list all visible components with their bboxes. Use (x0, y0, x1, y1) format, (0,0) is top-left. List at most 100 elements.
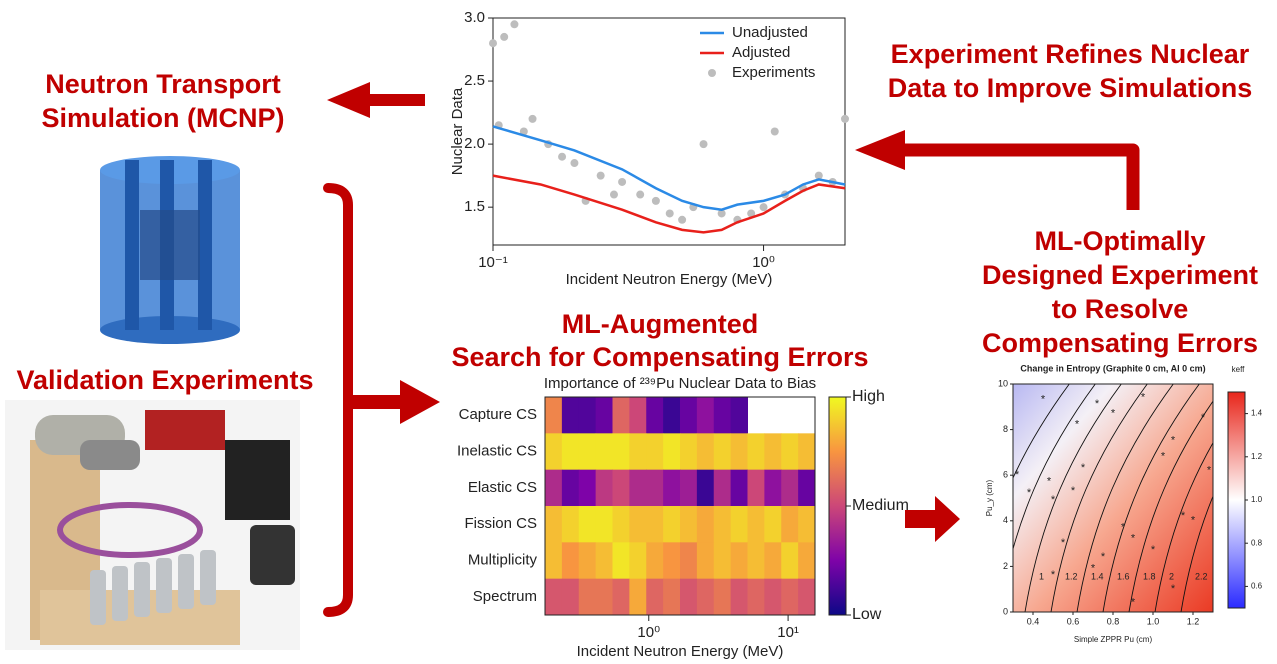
arrow-head (855, 130, 905, 170)
data-point (678, 216, 686, 224)
heatmap-cell (781, 433, 798, 470)
data-point (841, 115, 849, 123)
x-tick-label: 10⁰ (752, 254, 775, 271)
heatmap-cell (781, 470, 798, 507)
data-point: * (1061, 537, 1066, 549)
y-tick-label: 0 (1003, 606, 1008, 616)
contour-label: 2.2 (1195, 571, 1208, 581)
heatmap-cell (545, 433, 562, 470)
row-label: Fission CS (464, 515, 537, 532)
contour-label: 1.6 (1117, 571, 1130, 581)
heatmap-cell (748, 542, 765, 579)
heatmap-cell (680, 470, 697, 507)
y-tick-label: 1.5 (464, 198, 485, 215)
contour-label: 1.8 (1143, 571, 1156, 581)
caption: Simulation (MCNP) (42, 103, 285, 133)
heatmap-cell (697, 397, 714, 434)
caption: Designed Experiment (982, 260, 1258, 290)
heatmap-cell (562, 506, 579, 543)
heatmap-cell (613, 542, 630, 579)
x-tick-label: 0.8 (1107, 616, 1120, 626)
heatmap-cell (562, 579, 579, 616)
heatmap-cell (646, 506, 663, 543)
legend-label: Experiments (732, 64, 815, 81)
colorbar-label: Medium (852, 497, 909, 514)
caption: Validation Experiments (16, 365, 313, 395)
heatmap-cell (781, 579, 798, 616)
heatmap-cell (629, 470, 646, 507)
heatmap-cell (798, 433, 815, 470)
heatmap-cell (680, 506, 697, 543)
figure: Neutron TransportSimulation (MCNP)Valida… (0, 0, 1277, 664)
heatmap-cell (646, 397, 663, 434)
x-tick-label: 10¹ (777, 624, 799, 641)
heatmap-cell (613, 506, 630, 543)
colorbar (829, 397, 846, 615)
caption: Search for Compensating Errors (451, 342, 868, 372)
data-point: * (1131, 533, 1136, 545)
y-tick-label: 4 (1003, 515, 1008, 525)
heatmap-cell (579, 470, 596, 507)
data-point (489, 39, 497, 47)
colorbar-label: 1.4 (1251, 409, 1263, 418)
legend-label: Adjusted (732, 44, 790, 61)
data-point: * (1051, 494, 1056, 506)
caption: Compensating Errors (982, 328, 1258, 358)
colorbar (1228, 392, 1245, 608)
legend-swatch (708, 69, 716, 77)
data-point (666, 209, 674, 217)
x-tick-label: 10⁻¹ (478, 254, 508, 271)
data-point: * (1191, 514, 1196, 526)
heatmap-cell (764, 470, 781, 507)
heatmap-cell (579, 542, 596, 579)
data-point: * (1181, 510, 1186, 522)
data-point (700, 140, 708, 148)
heatmap-cell (545, 397, 562, 434)
row-label: Inelastic CS (457, 442, 537, 459)
heatmap-cell (646, 579, 663, 616)
y-tick-label: 2.5 (464, 72, 485, 89)
row-label: Spectrum (473, 588, 537, 605)
heatmap-cell (748, 579, 765, 616)
heatmap-cell (764, 433, 781, 470)
heatmap-cell (731, 579, 748, 616)
data-point: * (1071, 485, 1076, 497)
heatmap-cell (629, 542, 646, 579)
contour-label: 1 (1039, 571, 1044, 581)
heatmap-cell (562, 542, 579, 579)
colorbar-label: Low (852, 606, 882, 623)
data-point: * (1015, 469, 1020, 481)
heatmap-cell (562, 470, 579, 507)
heatmap-cell (680, 542, 697, 579)
x-tick-label: 0.6 (1067, 616, 1080, 626)
heatmap-cell (731, 506, 748, 543)
arrow-right (350, 380, 440, 424)
row-label: Capture CS (459, 406, 537, 423)
heatmap-cell (545, 579, 562, 616)
caption: ML-Optimally (1034, 226, 1205, 256)
heatmap-cell (697, 470, 714, 507)
data-point: * (1171, 583, 1176, 595)
heatmap-cell (663, 470, 680, 507)
y-tick-label: 10 (998, 378, 1008, 388)
contour-label: 2 (1169, 571, 1174, 581)
data-point: * (1171, 435, 1176, 447)
x-tick-label: 1.0 (1147, 616, 1160, 626)
heatmap-cell (629, 506, 646, 543)
data-point (500, 33, 508, 41)
heatmap-cell (697, 433, 714, 470)
y-tick-label: 3.0 (464, 9, 485, 26)
contour-label: 1.2 (1065, 571, 1078, 581)
data-point: * (1047, 476, 1052, 488)
heatmap-cell (545, 506, 562, 543)
feedback-line (900, 150, 1133, 210)
colorbar-title: keff (1232, 365, 1246, 374)
data-point: * (1095, 398, 1100, 410)
data-point: * (1207, 464, 1212, 476)
x-tick-label: 1.2 (1187, 616, 1200, 626)
heatmap-cell (663, 579, 680, 616)
heatmap-cell (629, 579, 646, 616)
heatmap-cell (680, 579, 697, 616)
heatmap-cell (748, 470, 765, 507)
heatmap-cell (714, 506, 731, 543)
